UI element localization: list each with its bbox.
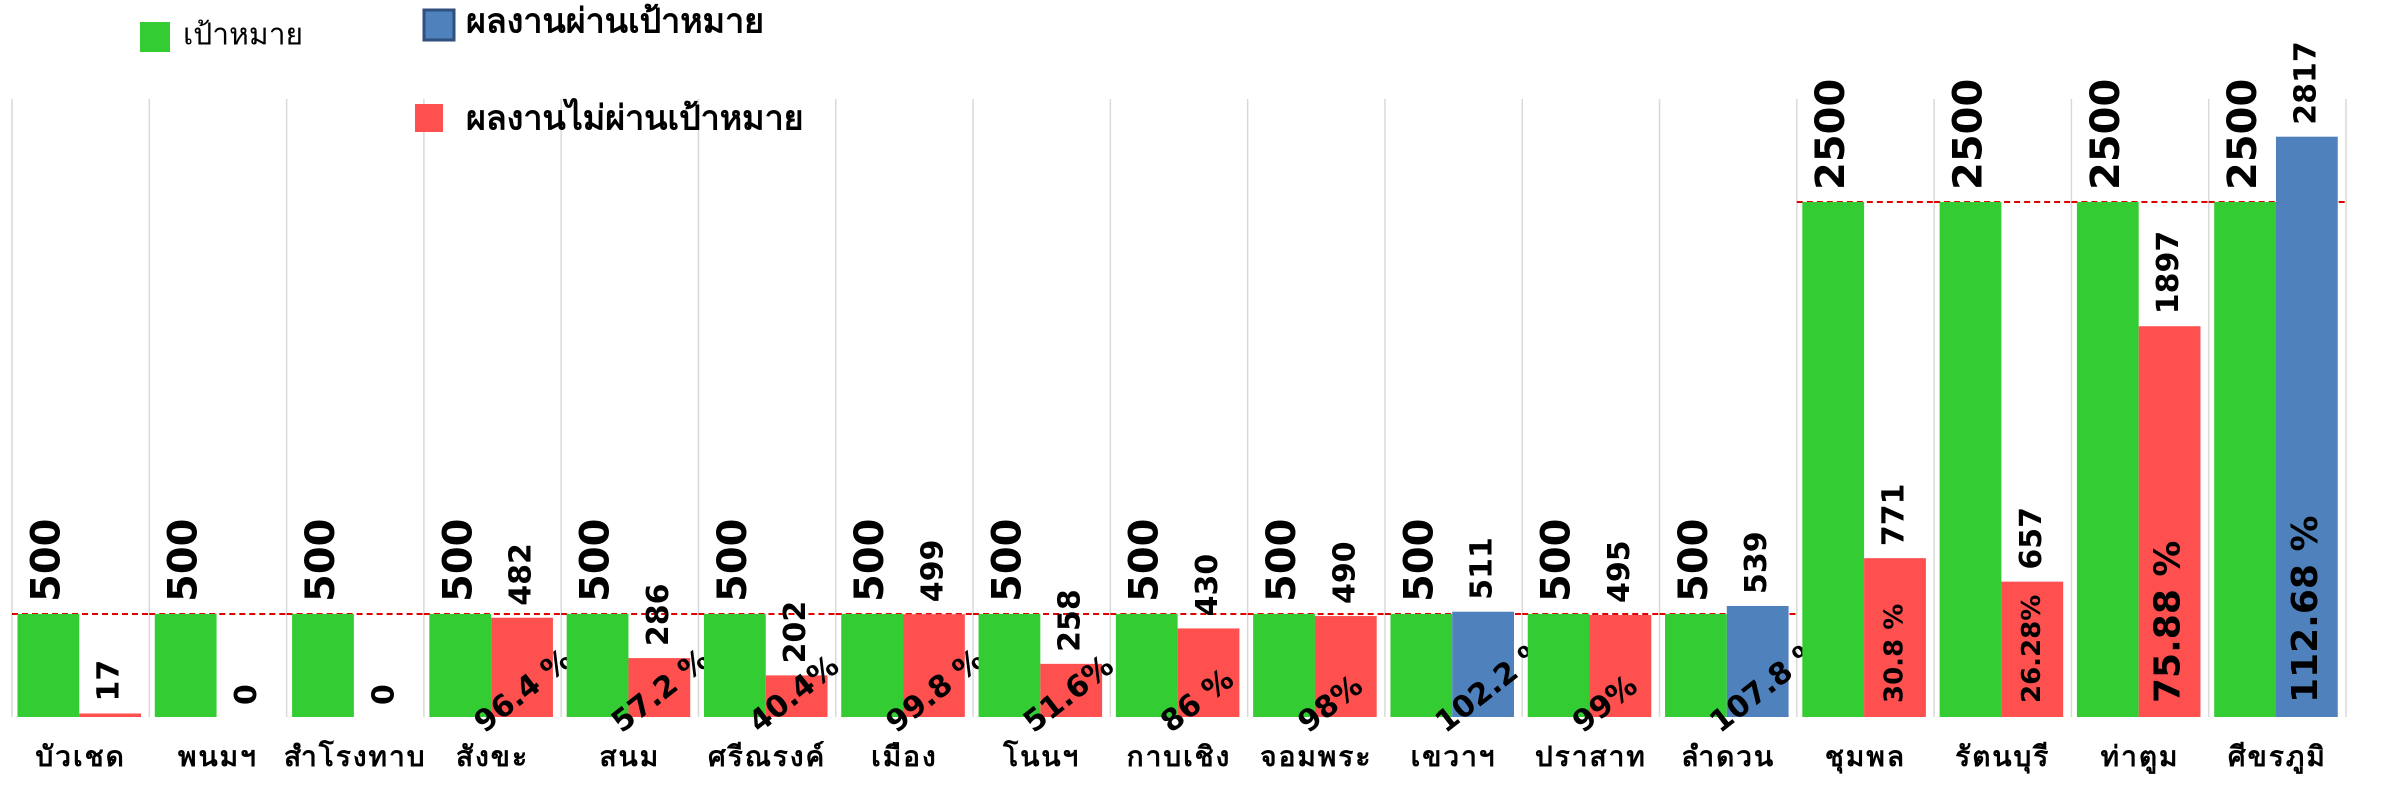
value-label: 430 bbox=[1190, 554, 1225, 617]
bar bbox=[566, 614, 629, 717]
x-tick-label: ศรีณรงค์ bbox=[708, 740, 826, 773]
legend-label: ผลงานผ่านเป้าหมาย bbox=[466, 2, 764, 42]
value-label: 500 bbox=[23, 519, 69, 603]
x-tick-label: สนม bbox=[599, 740, 660, 773]
value-label: 2500 bbox=[2083, 79, 2129, 190]
bar bbox=[2076, 202, 2139, 717]
bar bbox=[2001, 581, 2064, 717]
value-label: 500 bbox=[1259, 519, 1305, 603]
x-tick-label: พนมฯ bbox=[178, 740, 258, 773]
x-tick-label: สำโรงทาบ bbox=[284, 739, 427, 773]
value-label: 500 bbox=[1396, 519, 1442, 603]
bar bbox=[292, 614, 354, 717]
legend-swatch bbox=[422, 8, 456, 42]
value-label: 499 bbox=[915, 540, 950, 603]
legend-label: ผลงานไม่ผ่านเป้าหมาย bbox=[466, 98, 804, 139]
bar bbox=[1802, 202, 1865, 717]
bar bbox=[491, 617, 553, 717]
value-label: 0 bbox=[366, 684, 401, 705]
bar bbox=[2275, 136, 2338, 717]
x-tick-label: ลำดวน bbox=[1681, 740, 1775, 773]
bar bbox=[2138, 326, 2201, 717]
x-tick-label: สังขะ bbox=[456, 740, 529, 773]
bar bbox=[2214, 202, 2276, 717]
percent-label: 30.8 % bbox=[1879, 604, 1909, 703]
bar bbox=[628, 658, 691, 717]
value-label: 482 bbox=[504, 543, 539, 606]
value-label: 2817 bbox=[2288, 41, 2323, 125]
value-label: 2500 bbox=[1808, 79, 1854, 190]
value-label: 500 bbox=[573, 519, 619, 603]
x-tick-label: ชุมพล bbox=[1825, 740, 1906, 774]
legend-swatch bbox=[140, 22, 170, 52]
value-label: 2500 bbox=[2220, 79, 2266, 190]
value-label: 500 bbox=[298, 519, 344, 603]
bar bbox=[79, 713, 142, 717]
bar bbox=[765, 675, 828, 717]
value-label: 258 bbox=[1053, 589, 1088, 652]
x-tick-label: ปราสาท bbox=[1535, 740, 1647, 773]
value-label: 286 bbox=[641, 583, 676, 646]
bar bbox=[1726, 605, 1789, 717]
value-label: 495 bbox=[1602, 540, 1637, 603]
bar bbox=[1589, 615, 1652, 717]
bar bbox=[1253, 614, 1315, 717]
x-tick-label: จอมพระ bbox=[1260, 740, 1372, 773]
x-tick-label: ศีขรภูมิ bbox=[2228, 740, 2327, 774]
x-tick-label: เขวาฯ bbox=[1411, 740, 1497, 773]
x-tick-label: บัวเชด bbox=[36, 740, 126, 773]
bar bbox=[1390, 614, 1453, 717]
value-label: 0 bbox=[229, 684, 264, 705]
value-label: 771 bbox=[1876, 484, 1911, 547]
value-label: 500 bbox=[435, 519, 481, 603]
x-tick-label: ท่าตูม bbox=[2101, 740, 2180, 774]
value-label: 2500 bbox=[1946, 79, 1992, 190]
bar bbox=[1864, 558, 1926, 717]
bar bbox=[154, 614, 217, 717]
value-label: 202 bbox=[778, 601, 813, 664]
bar bbox=[1040, 663, 1103, 717]
value-label: 511 bbox=[1465, 537, 1500, 600]
bar bbox=[1177, 628, 1240, 717]
value-label: 500 bbox=[1671, 519, 1717, 603]
x-tick-label: กาบเชิง bbox=[1127, 740, 1232, 773]
bar bbox=[1115, 614, 1178, 717]
bar bbox=[429, 614, 492, 717]
value-label: 17 bbox=[92, 660, 127, 702]
value-label: 500 bbox=[710, 519, 756, 603]
percent-label: 26.28% bbox=[2017, 595, 2047, 703]
bar bbox=[978, 614, 1041, 717]
value-label: 1897 bbox=[2151, 231, 2186, 315]
x-tick-label: เมือง bbox=[871, 740, 938, 773]
value-label: 500 bbox=[847, 519, 893, 603]
bar bbox=[1527, 614, 1590, 717]
value-label: 500 bbox=[1534, 519, 1580, 603]
bar bbox=[1939, 202, 2002, 717]
value-label: 500 bbox=[984, 519, 1030, 603]
bar bbox=[903, 614, 965, 717]
bar bbox=[703, 614, 766, 717]
value-label: 539 bbox=[1739, 531, 1774, 594]
bar bbox=[1665, 614, 1727, 717]
value-label: 500 bbox=[161, 519, 207, 603]
bar bbox=[1452, 611, 1514, 717]
bar bbox=[17, 614, 80, 717]
legend-label: เป้าหมาย bbox=[183, 18, 303, 53]
x-tick-label: รัตนบุรี bbox=[1955, 740, 2050, 774]
value-label: 657 bbox=[2014, 507, 2049, 570]
x-tick-label: โนนฯ bbox=[1002, 739, 1080, 773]
value-label: 490 bbox=[1327, 541, 1362, 604]
percent-label: 112.68 % bbox=[2285, 515, 2326, 703]
bar bbox=[1314, 616, 1377, 717]
value-label: 500 bbox=[1122, 519, 1168, 603]
percent-label: 75.88 % bbox=[2148, 541, 2189, 703]
bar bbox=[841, 614, 904, 717]
legend-swatch bbox=[415, 104, 443, 132]
